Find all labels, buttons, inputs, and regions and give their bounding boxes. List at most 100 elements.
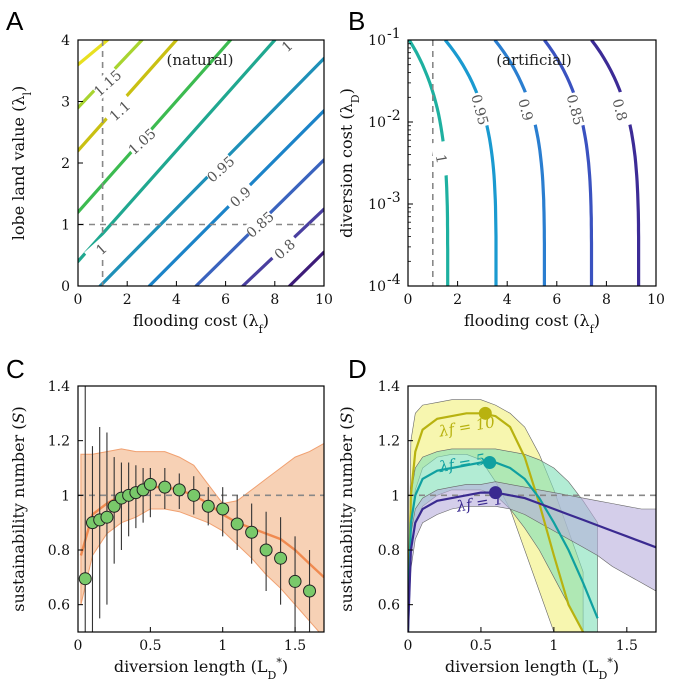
panel-a-contour-label-bg-0: [90, 66, 125, 100]
panel-c-point-17: [259, 543, 273, 557]
panel-b-contour-label-4: 0.8: [608, 97, 629, 123]
panel-a-xtick-label-5: 10: [315, 292, 333, 308]
panel-d-xlabel-close: ): [613, 657, 619, 676]
panel-c-xlabel-text: diversion length (L: [114, 657, 268, 676]
panel-a-ytick-label-3: 3: [61, 95, 70, 111]
panel-b-ytick-exp-3: -1: [387, 26, 401, 42]
panel-b-xlabel: flooding cost (λf): [464, 311, 600, 336]
panel-d-ticks: 0 0.5 1 1.5 0.6 0.8 1 1.2 1.4: [378, 379, 638, 654]
panel-b-ytick-label-3: 10: [368, 33, 386, 49]
panel-c-point-13: [201, 499, 215, 513]
panel-d-ytick-label-3: 1.2: [378, 434, 400, 450]
panel-d-xlabel-sub: D: [599, 669, 608, 682]
panel-c-ylabel-text: sustainability number (: [9, 423, 28, 611]
panel-b-ytick-label-1: 10: [368, 197, 386, 213]
panel-b-letter: B: [348, 6, 365, 36]
panel-a-xtick-label-4: 8: [270, 292, 279, 308]
panel-a-contour-label-bg-4: [203, 152, 238, 186]
panel-b-contour-label-bg-0: [430, 140, 454, 178]
panel-a-contour-label-bg-2: [124, 124, 159, 158]
panel-d-ylabel: sustainability number (S): [337, 406, 356, 612]
panel-d-line-2: [408, 491, 656, 632]
panel-a-xlabel-close: ): [263, 311, 269, 330]
panel-d-peak-0: [478, 406, 492, 420]
panel-a-ytick-label-4: 4: [61, 33, 70, 49]
panel-d-xlabel-sup: *: [607, 656, 613, 669]
panel-c-xlabel: diversion length (LD*): [114, 656, 288, 682]
panel-b-xlabel-text: flooding cost (λ: [464, 311, 590, 330]
panel-b-contour-1: [443, 40, 498, 286]
panel-d-frame: [407, 385, 657, 633]
panel-a-contour-label-6: 0.85: [244, 209, 278, 242]
panel-a-ylabel-sub: l: [21, 92, 34, 96]
panel-a-xtick-label-3: 6: [221, 292, 230, 308]
panel-b-annotation: (artificial): [496, 51, 572, 69]
panel-a-ylabel: lobe land value (λl): [9, 86, 34, 241]
panel-b-xtick-label-0: 0: [404, 292, 413, 308]
panel-d-peak-2: [489, 486, 503, 500]
panel-c-ylabel-close: ): [9, 406, 28, 412]
panel-c-point-18: [274, 551, 288, 565]
panel-c-point-3: [100, 510, 114, 524]
panel-b-ytick-exp-1: -3: [387, 190, 401, 206]
panel-c-xtick-label-2: 1: [218, 638, 227, 654]
panel-a-contour-label-bg-8: [269, 40, 304, 63]
panel-d-ylabel-sym: S: [337, 412, 356, 423]
panel-b-ylabel-sub: D: [349, 94, 362, 103]
panel-a-ytick-label-2: 2: [61, 156, 70, 172]
panel-c-xlabel-close: ): [282, 657, 288, 676]
panel-a-contour-label-bg-3: [84, 232, 118, 266]
panel-a-contour-9: [287, 250, 324, 286]
panel-b-contour-label-0: 1: [432, 153, 449, 165]
panel-b-xtick-label-5: 10: [647, 292, 665, 308]
panel-a-contour-label-bg-1: [102, 93, 137, 127]
panel-a-annotation: (natural): [167, 51, 234, 69]
panel-c-xlabel-sup: *: [276, 656, 282, 669]
panel-b-contour-3: [543, 40, 594, 286]
panel-b-ylabel-text: diversion cost (λ: [337, 103, 356, 238]
panel-c-ytick-label-4: 1.4: [48, 379, 70, 395]
panel-b-contour-4: [590, 40, 641, 286]
panel-d-xtick-label-3: 1.5: [616, 638, 638, 654]
panel-c-point-10: [158, 480, 172, 494]
panel-a-xtick-label-0: 0: [74, 292, 83, 308]
panel-c-ytick-label-1: 0.8: [48, 543, 70, 559]
panel-c-point-11: [172, 483, 186, 497]
panel-c-point-4: [107, 499, 121, 513]
panel-b-contour-label-1: 0.95: [467, 93, 491, 127]
panel-c-point-9: [143, 477, 157, 491]
panel-b-xtick-label-2: 4: [503, 292, 512, 308]
panel-b-ytick-label-0: 10: [368, 279, 386, 295]
panel-d-xtick-label-1: 0.5: [470, 638, 492, 654]
panel-c-xtick-label-3: 1.5: [284, 638, 306, 654]
panel-b-ytick-exp-0: -4: [387, 272, 401, 288]
panel-a-xlabel-text: flooding cost (λ: [133, 311, 259, 330]
panel-c-xlabel-sub: D: [268, 669, 277, 682]
panel-a-contour-label-bg-6: [242, 207, 277, 241]
panel-d-ytick-label-1: 0.8: [378, 543, 400, 559]
panel-a-xlabel-sub: f: [259, 323, 264, 336]
panel-c-ticks: 0 0.5 1 1.5 0.6 0.8 1 1.2 1.4: [48, 379, 306, 654]
panel-d-ylabel-close: ): [337, 406, 356, 412]
panel-b-xtick-label-4: 8: [602, 292, 611, 308]
panel-c-point-0: [78, 572, 92, 586]
panel-a-xtick-label-1: 2: [123, 292, 132, 308]
panel-b-ylabel-close: ): [337, 88, 356, 94]
panel-b: B 1 0.95 0.9 0.85 0.8 (artificial) 0 2 4 6 8 10 10…: [337, 6, 665, 336]
panel-a-contour-label-2: 1.05: [126, 126, 160, 159]
panel-a-contour-3: [78, 40, 233, 214]
panel-d-xlabel: diversion length (LD*): [445, 656, 619, 682]
panel-d-xtick-label-0: 0: [404, 638, 413, 654]
panel-c-point-14: [216, 502, 230, 516]
panel-a-contour-label-0: 1.15: [91, 67, 125, 100]
panel-c-marks: [78, 386, 324, 632]
panel-a-xlabel: flooding cost (λf): [133, 311, 269, 336]
panel-b-ytick-exp-2: -2: [387, 108, 401, 124]
panel-b-contour-2: [493, 40, 546, 286]
panel-c-frame: [77, 385, 325, 633]
